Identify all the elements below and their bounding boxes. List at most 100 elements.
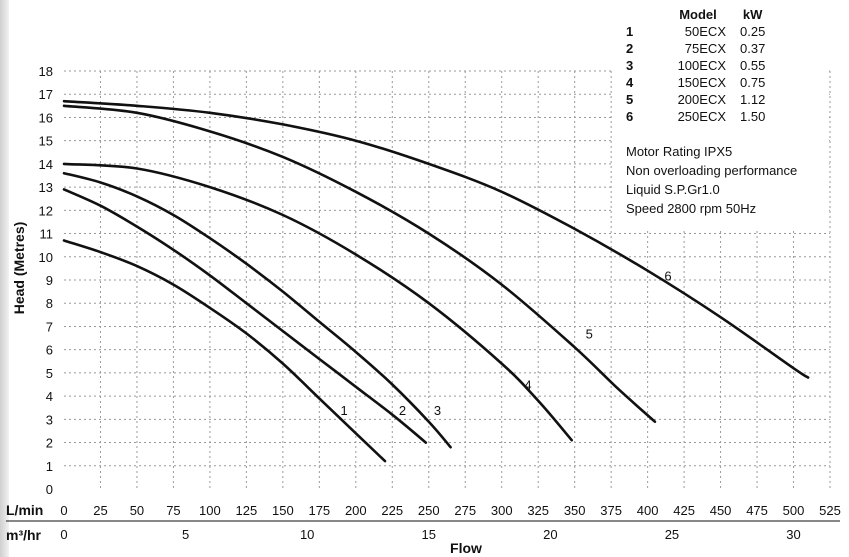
x-tick-label-m3hr: 10 xyxy=(300,527,314,542)
x-tick-label-lmin: 475 xyxy=(746,503,768,518)
y-tick-label: 0 xyxy=(46,482,53,497)
pump-curve-6 xyxy=(62,99,810,379)
curve-layer xyxy=(62,99,810,463)
x-tick-label-m3hr: 25 xyxy=(665,527,679,542)
legend-kw: 1.50 xyxy=(740,109,766,124)
legend-header-index xyxy=(622,6,660,23)
x-axis-title: Flow xyxy=(450,540,482,556)
secondary-axis-unit: m³/hr xyxy=(6,527,42,543)
pump-curve-4 xyxy=(62,162,573,442)
legend-row: 1 50ECX 0.25 xyxy=(622,23,769,40)
note-motor-rating: Motor Rating IPX5 xyxy=(626,144,733,159)
x-tick-label-m3hr: 20 xyxy=(543,527,557,542)
legend-model: 200ECX xyxy=(677,92,726,107)
x-tick-label-lmin: 225 xyxy=(381,503,403,518)
legend-model: 150ECX xyxy=(677,75,726,90)
note-speed: Speed 2800 rpm 50Hz xyxy=(626,201,757,216)
legend-row: 4 150ECX 0.75 xyxy=(622,74,769,91)
y-tick-label: 15 xyxy=(39,134,53,149)
spec-notes: Motor Rating IPX5 Non overloading perfor… xyxy=(626,142,827,218)
x-tick-label-m3hr: 0 xyxy=(60,527,67,542)
x-tick-label-lmin: 450 xyxy=(710,503,732,518)
curve-label-4: 4 xyxy=(524,378,531,393)
y-tick-label: 2 xyxy=(46,436,53,451)
curve-label-1: 1 xyxy=(341,403,348,418)
y-tick-label: 11 xyxy=(40,227,54,242)
curve-label-5: 5 xyxy=(586,326,593,341)
x-tick-label-m3hr: 15 xyxy=(422,527,436,542)
y-tick-label: 18 xyxy=(39,64,53,79)
legend-kw: 0.37 xyxy=(740,41,766,56)
x-tick-label-lmin: 400 xyxy=(637,503,659,518)
legend-index: 6 xyxy=(626,109,634,124)
x-tick-label-m3hr: 30 xyxy=(786,527,800,542)
x-tick-label-lmin: 25 xyxy=(93,503,107,518)
legend-header-row: Model kW xyxy=(622,6,769,23)
y-tick-label: 5 xyxy=(46,366,53,381)
y-tick-label: 3 xyxy=(46,412,53,427)
x-tick-label-lmin: 375 xyxy=(600,503,622,518)
legend-index: 2 xyxy=(626,41,634,56)
x-tick-label-lmin: 325 xyxy=(527,503,549,518)
x-tick-label-lmin: 125 xyxy=(236,503,258,518)
legend-kw: 0.75 xyxy=(740,75,766,90)
y-tick-label: 4 xyxy=(46,389,53,404)
y-tick-label: 1 xyxy=(46,459,53,474)
y-tick-label: 16 xyxy=(39,110,53,125)
x-tick-label-lmin: 75 xyxy=(166,503,180,518)
label-layer: 1 2 3 4 5 6 xyxy=(341,268,672,418)
specification-panel: Model kW 1 50ECX 0.25 2 75ECX 0.37 3 100ECX 0.55… xyxy=(612,6,827,230)
pump-curve-1 xyxy=(62,239,387,463)
note-liquid: Liquid S.P.Gr1.0 xyxy=(626,182,720,197)
legend-row: 5 200ECX 1.12 xyxy=(622,91,769,108)
legend-index: 3 xyxy=(626,58,634,73)
x-tick-label-lmin: 0 xyxy=(60,503,67,518)
legend-row: 3 100ECX 0.55 xyxy=(622,57,769,74)
model-legend-table: Model kW 1 50ECX 0.25 2 75ECX 0.37 3 100ECX 0.55… xyxy=(622,6,769,125)
legend-header-kw: kW xyxy=(742,7,763,22)
legend-row: 2 75ECX 0.37 xyxy=(622,40,769,57)
x-tick-label-m3hr: 5 xyxy=(182,527,189,542)
pump-curve-2 xyxy=(62,188,428,444)
legend-kw: 1.12 xyxy=(740,92,766,107)
x-tick-label-lmin: 200 xyxy=(345,503,367,518)
pump-curve-5 xyxy=(62,104,657,423)
y-tick-label: 13 xyxy=(39,180,53,195)
x-tick-label-lmin: 150 xyxy=(272,503,294,518)
y-tick-label: 8 xyxy=(46,296,53,311)
x-tick-label-lmin: 275 xyxy=(454,503,476,518)
legend-model: 250ECX xyxy=(677,109,726,124)
primary-axis-unit: L/min xyxy=(6,502,43,518)
x-tick-label-lmin: 250 xyxy=(418,503,440,518)
curve-label-6: 6 xyxy=(664,268,671,283)
legend-kw: 0.55 xyxy=(740,58,766,73)
x-tick-label-lmin: 425 xyxy=(673,503,695,518)
y-tick-label: 17 xyxy=(39,87,53,102)
legend-index: 5 xyxy=(626,92,634,107)
legend-model: 75ECX xyxy=(684,41,726,56)
legend-model: 100ECX xyxy=(677,58,726,73)
y-tick-label: 10 xyxy=(39,250,53,265)
pump-curve-3 xyxy=(62,171,452,449)
y-tick-label: 12 xyxy=(39,203,53,218)
x-tick-label-lmin: 50 xyxy=(130,503,144,518)
curve-label-2: 2 xyxy=(399,403,406,418)
legend-header-model: Model xyxy=(679,7,717,22)
x-tick-label-lmin: 525 xyxy=(819,503,841,518)
y-tick-label: 9 xyxy=(46,273,53,288)
y-tick-label: 6 xyxy=(46,343,53,358)
y-tick-label: 14 xyxy=(39,157,53,172)
x-tick-label-lmin: 100 xyxy=(199,503,221,518)
legend-index: 4 xyxy=(626,75,634,90)
legend-row: 6 250ECX 1.50 xyxy=(622,108,769,125)
x-tick-label-lmin: 300 xyxy=(491,503,513,518)
left-edge-strip xyxy=(0,0,9,557)
x-tick-label-lmin: 500 xyxy=(783,503,805,518)
x-tick-label-lmin: 350 xyxy=(564,503,586,518)
curve-label-3: 3 xyxy=(434,403,441,418)
legend-index: 1 xyxy=(626,24,634,39)
x-tick-label-lmin: 175 xyxy=(308,503,330,518)
